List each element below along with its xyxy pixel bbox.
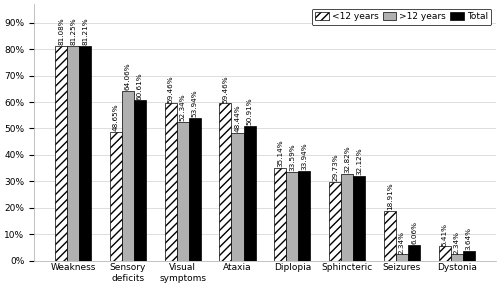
Bar: [353, 176, 365, 261]
Text: 29.73%: 29.73%: [332, 154, 338, 181]
Bar: [341, 174, 353, 261]
Text: 2.34%: 2.34%: [399, 231, 405, 254]
Text: 35.14%: 35.14%: [278, 139, 283, 167]
Text: 59.46%: 59.46%: [168, 75, 173, 103]
Text: 33.59%: 33.59%: [290, 144, 296, 171]
Legend: <12 years, >12 years, Total: <12 years, >12 years, Total: [312, 9, 492, 25]
Text: 59.46%: 59.46%: [222, 75, 228, 103]
Text: 32.12%: 32.12%: [356, 147, 362, 175]
Bar: [164, 103, 176, 261]
Bar: [329, 182, 341, 261]
Bar: [450, 255, 463, 261]
Bar: [176, 122, 188, 261]
Bar: [67, 46, 79, 261]
Bar: [220, 103, 232, 261]
Bar: [244, 126, 256, 261]
Text: 53.94%: 53.94%: [192, 90, 198, 117]
Text: 50.91%: 50.91%: [246, 98, 252, 125]
Bar: [134, 100, 146, 261]
Text: 18.91%: 18.91%: [387, 182, 393, 210]
Bar: [55, 46, 67, 261]
Text: 81.08%: 81.08%: [58, 18, 64, 45]
Text: 52.34%: 52.34%: [180, 94, 186, 121]
Text: 64.06%: 64.06%: [125, 63, 131, 90]
Text: 5.41%: 5.41%: [442, 222, 448, 246]
Bar: [274, 168, 286, 261]
Text: 6.06%: 6.06%: [411, 221, 417, 244]
Bar: [298, 171, 310, 261]
Text: 48.65%: 48.65%: [113, 104, 119, 131]
Text: 48.44%: 48.44%: [234, 104, 240, 132]
Bar: [122, 91, 134, 261]
Bar: [384, 211, 396, 261]
Bar: [463, 251, 475, 261]
Bar: [396, 255, 408, 261]
Text: 32.82%: 32.82%: [344, 146, 350, 173]
Text: 33.94%: 33.94%: [302, 142, 308, 170]
Text: 60.61%: 60.61%: [137, 72, 143, 100]
Text: 2.34%: 2.34%: [454, 231, 460, 254]
Text: 3.64%: 3.64%: [466, 227, 472, 250]
Bar: [232, 133, 243, 261]
Bar: [286, 172, 298, 261]
Bar: [438, 246, 450, 261]
Bar: [408, 245, 420, 261]
Bar: [110, 132, 122, 261]
Bar: [79, 46, 91, 261]
Bar: [188, 118, 201, 261]
Text: 81.25%: 81.25%: [70, 18, 76, 45]
Text: 81.21%: 81.21%: [82, 18, 88, 45]
